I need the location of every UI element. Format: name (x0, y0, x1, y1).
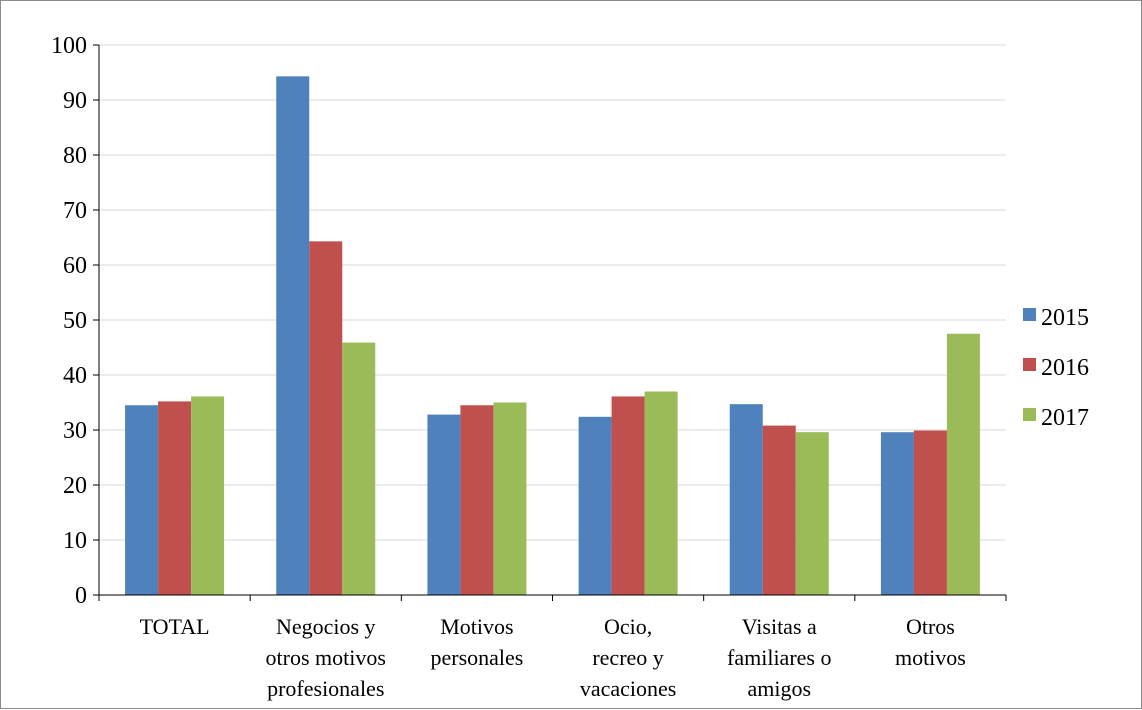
category-label: Motivos personales (430, 614, 523, 670)
bar-2015-1 (276, 76, 310, 596)
category-label-line: profesionales (267, 676, 384, 701)
y-tick-label: 80 (63, 143, 87, 169)
bar-2015-0 (125, 405, 159, 595)
bar-2017-5 (946, 333, 980, 595)
y-tick-label: 60 (63, 253, 87, 279)
category-label-line: motivos (895, 645, 966, 670)
category-label-line: Motivos (440, 614, 513, 639)
category-labels: TOTAL Negocios y otros motivos profesionale… (140, 614, 966, 701)
y-tick-label: 30 (63, 418, 87, 444)
legend-label: 2017 (1041, 405, 1089, 431)
bar-2015-5 (880, 432, 914, 595)
category-label-line: TOTAL (140, 614, 210, 639)
category-label: Otros motivos (895, 614, 966, 670)
legend-swatch-2016 (1023, 358, 1036, 371)
bar-2016-3 (611, 396, 645, 595)
bar-2016-2 (460, 405, 494, 595)
bar-2017-3 (644, 391, 678, 595)
category-label: Visitas a familiares o amigos (727, 614, 831, 701)
category-label: TOTAL (140, 614, 210, 639)
legend-swatch-2015 (1023, 308, 1036, 321)
bar-2016-5 (913, 430, 947, 595)
y-tick-label: 40 (63, 363, 87, 389)
category-label: Ocio, recreo y vacaciones (580, 614, 677, 701)
legend: 2015 2016 2017 (1023, 305, 1089, 431)
bar-2017-0 (191, 396, 225, 595)
bar-2016-4 (762, 425, 796, 595)
y-tick-label: 20 (63, 473, 87, 499)
bar-2017-4 (795, 432, 829, 595)
category-label-line: Negocios y (276, 614, 376, 639)
bar-2015-2 (427, 414, 461, 595)
category-label-line: amigos (747, 676, 811, 701)
category-label-line: vacaciones (580, 676, 677, 701)
y-tick-labels: 0 10 20 30 40 50 60 70 80 90 100 (51, 33, 87, 609)
y-tick-label: 100 (51, 33, 87, 59)
category-label-line: personales (430, 645, 523, 670)
y-tick-label: 10 (63, 528, 87, 554)
bars (125, 76, 980, 596)
category-label-line: familiares o (727, 645, 831, 670)
gridlines (99, 44, 1006, 541)
category-label-line: Visitas a (742, 614, 817, 639)
category-label-line: recreo y (592, 645, 663, 670)
category-label-line: otros motivos (266, 645, 386, 670)
axes (93, 44, 1007, 601)
bar-2016-0 (158, 401, 192, 595)
category-label-line: Otros (906, 614, 955, 639)
bar-2017-1 (342, 342, 376, 595)
legend-label: 2015 (1041, 305, 1089, 331)
bar-2016-1 (309, 241, 343, 595)
category-label: Negocios y otros motivos profesionales (266, 614, 386, 701)
legend-swatch-2017 (1023, 408, 1036, 421)
y-tick-label: 70 (63, 198, 87, 224)
y-tick-label: 0 (75, 583, 87, 609)
bar-2017-2 (493, 402, 527, 595)
legend-label: 2016 (1041, 355, 1089, 381)
bar-2015-4 (729, 404, 763, 595)
bar-2015-3 (578, 416, 612, 595)
category-label-line: Ocio, (604, 614, 652, 639)
y-tick-label: 90 (63, 88, 87, 114)
y-tick-label: 50 (63, 308, 87, 334)
